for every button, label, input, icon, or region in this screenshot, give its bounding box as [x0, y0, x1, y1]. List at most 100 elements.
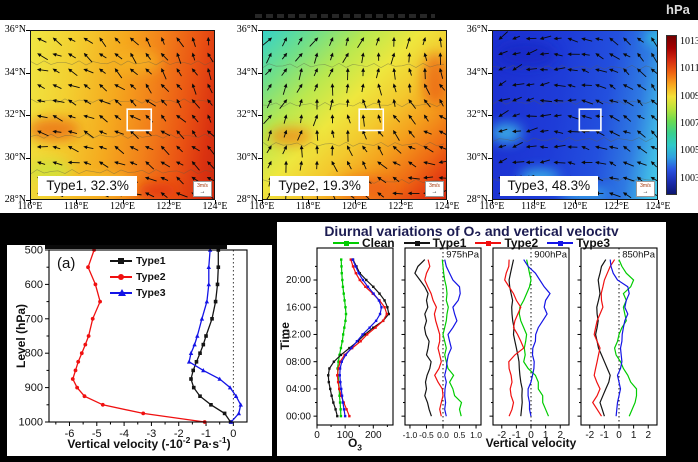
wind-arrow-icon [407, 176, 420, 180]
wind-arrow-icon [650, 161, 657, 168]
wind-arrow-icon [267, 160, 272, 169]
wind-arrow-icon [191, 99, 201, 109]
wind-arrow-icon [283, 114, 288, 124]
map-boundary-line [263, 102, 445, 108]
lon-tick-mark [308, 200, 310, 204]
wind-arrow-icon [439, 98, 444, 107]
wind-arrow-icon [553, 83, 566, 88]
circle-marker-icon [118, 274, 124, 280]
legend-line [110, 289, 132, 296]
x-axis-title-text: Pa·s [190, 437, 220, 451]
path-primitive [553, 67, 558, 72]
data-point [340, 360, 343, 363]
path-primitive [52, 84, 57, 88]
wind-arrow-icon [346, 145, 353, 157]
wind-arrow-icon [52, 68, 60, 74]
wind-arrow-icon [595, 145, 608, 150]
wind-arrow-icon [191, 161, 200, 171]
lon-tick-mark [262, 200, 263, 204]
data-point [372, 292, 375, 295]
wind-arrow-icon [392, 145, 402, 154]
data-point [338, 401, 342, 404]
wind-arrow-icon [622, 53, 631, 58]
data-point [340, 387, 343, 391]
data-point [374, 319, 378, 323]
path-primitive [299, 145, 304, 150]
wind-arrow-icon [176, 114, 187, 123]
wind-arrow-icon [581, 37, 593, 42]
data-point [350, 346, 353, 350]
wind-arrow-icon [315, 145, 320, 154]
path-primitive [36, 161, 42, 165]
wind-arrow-icon [99, 114, 108, 123]
wind-arrow-icon [539, 113, 552, 118]
path-primitive [206, 176, 212, 181]
wind-arrow-icon [408, 114, 416, 125]
path-primitive [608, 176, 614, 181]
data-point [341, 278, 344, 282]
lat-tick-label: 28°N [4, 194, 26, 205]
chart-title-clipped: Diurnal variations of O3 and vertical ve… [277, 223, 666, 236]
path-primitive [191, 36, 196, 42]
lon-tick-label: 122°E [156, 201, 182, 212]
path-primitive [423, 130, 428, 135]
wind-arrow-icon [512, 129, 522, 134]
wind-arrow-icon [553, 130, 564, 134]
path-primitive [636, 130, 642, 135]
path-primitive [498, 82, 503, 87]
data-point [341, 333, 345, 336]
data-point [339, 353, 343, 357]
wind-arrow-icon [438, 36, 443, 48]
path-primitive [438, 52, 443, 57]
series-line-Clean [613, 259, 638, 417]
lon-tick-label: 122°E [388, 201, 414, 212]
path-primitive [160, 83, 165, 88]
path-primitive [539, 113, 544, 118]
path-primitive [636, 37, 642, 42]
wind-arrow-icon [567, 52, 580, 57]
lon-tick-label: 122°E [603, 201, 630, 212]
map-boundary-line [263, 62, 445, 68]
path-primitive [191, 68, 196, 73]
path-primitive [191, 83, 196, 88]
y-tick-label: 800 [25, 348, 43, 360]
wind-scale-label: 3m/s [640, 183, 651, 189]
path-primitive [595, 37, 600, 42]
wind-arrow-icon [345, 36, 350, 46]
data-point [86, 265, 90, 270]
time-axis-title: Time [278, 322, 292, 350]
path-primitive [622, 130, 628, 134]
wind-arrow-icon [176, 37, 185, 48]
wind-arrow-icon [207, 161, 214, 169]
wind-arrow-icon [191, 129, 197, 138]
data-point [73, 368, 78, 373]
wind-arrow-icon [52, 99, 65, 103]
wind-field-type2 [263, 36, 446, 199]
lat-tick-mark [488, 72, 492, 74]
path-primitive [512, 160, 517, 165]
lat-tick-mark [258, 157, 262, 159]
data-point [186, 359, 192, 364]
wind-scale-box: 3m/s → [425, 181, 444, 197]
wind-arrow-icon [651, 37, 657, 48]
wind-arrow-icon [114, 53, 123, 60]
path-primitive [283, 37, 287, 42]
legend-item-type2: Type2 [110, 271, 166, 283]
data-point [204, 299, 210, 304]
legend-label: Type1 [432, 236, 467, 250]
path-primitive [581, 114, 586, 119]
wind-arrow-icon [438, 52, 443, 65]
wind-arrow-icon [609, 115, 620, 122]
o3-axis-title-text: O [347, 436, 358, 450]
data-point [76, 359, 81, 364]
pressure-blob [31, 117, 80, 142]
path-primitive [83, 145, 88, 150]
map-boundary-line [31, 169, 213, 175]
wind-arrow-icon [37, 53, 48, 61]
wind-arrow-icon [114, 68, 123, 79]
data-point [233, 393, 239, 398]
path-primitive [650, 130, 655, 135]
wind-arrow-icon [267, 129, 272, 142]
path-primitive [330, 98, 334, 104]
data-point [344, 353, 347, 357]
